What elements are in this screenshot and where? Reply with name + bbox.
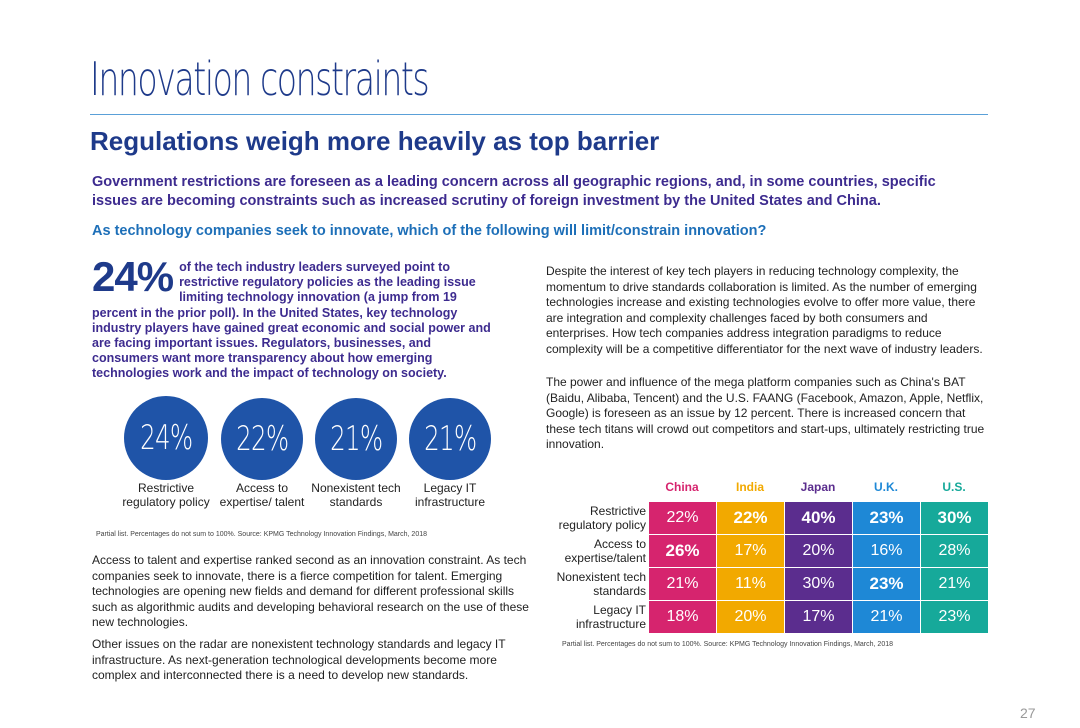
table-cell: 40% <box>785 502 853 535</box>
row-label: Nonexistent tech standards <box>556 570 646 598</box>
circle-tech-standards: 21% <box>315 398 397 480</box>
table-cell: 28% <box>921 535 989 568</box>
table-cell: 21% <box>853 601 921 634</box>
table-cell: 26% <box>649 535 717 568</box>
circle-label: Restrictive regulatory policy <box>122 481 210 509</box>
section-heading: Regulations weigh more heavily as top ba… <box>90 126 660 156</box>
body-paragraph: The power and influence of the mega plat… <box>546 375 985 452</box>
table-cell: 17% <box>717 535 785 568</box>
stat-circles: 24% Restrictive regulatory policy 22% Ac… <box>110 396 510 523</box>
table-cell: 30% <box>921 502 989 535</box>
body-paragraph: Access to talent and expertise ranked se… <box>92 553 529 630</box>
table-footnote: Partial list. Percentages do not sum to … <box>562 641 893 648</box>
table-cell: 23% <box>853 502 921 535</box>
table-cell: 20% <box>785 535 853 568</box>
row-label: Legacy IT infrastructure <box>575 603 646 631</box>
column-header: U.S. <box>942 480 966 494</box>
table-cell: 21% <box>921 568 989 601</box>
circle-label: Legacy IT infrastructure <box>414 481 486 509</box>
body-paragraph: Other issues on the radar are nonexisten… <box>92 637 506 683</box>
table-cell: 21% <box>649 568 717 601</box>
row-label: Restrictive regulatory policy <box>558 504 646 532</box>
circle-label: Access to expertise/ talent <box>219 481 305 509</box>
column-header: China <box>665 480 699 494</box>
body-paragraph: Despite the interest of key tech players… <box>546 264 983 356</box>
circle-restrictive-regulatory: 24% <box>124 396 208 480</box>
circle-access-talent: 22% <box>221 398 303 480</box>
circle-label: Nonexistent tech standards <box>311 481 401 509</box>
key-stat-value: 24% <box>92 253 174 300</box>
table-cell: 23% <box>853 568 921 601</box>
circle-legacy-it: 21% <box>409 398 491 480</box>
intro-text: Government restrictions are foreseen as … <box>92 174 936 209</box>
table-cell: 30% <box>785 568 853 601</box>
source-footnote: Partial list. Percentages do not sum to … <box>96 531 427 538</box>
key-stat: 24% of the tech industry leaders surveye… <box>92 253 492 382</box>
table-cell: 20% <box>717 601 785 634</box>
table-cell: 22% <box>717 502 785 535</box>
table-cell: 22% <box>649 502 717 535</box>
table-cell: 18% <box>649 601 717 634</box>
row-label: Access to expertise/talent <box>564 537 646 565</box>
table-cell: 17% <box>785 601 853 634</box>
table-cell: 11% <box>717 568 785 601</box>
page-number: 27 <box>1020 705 1036 721</box>
column-header: India <box>735 480 764 494</box>
column-header: U.K. <box>874 480 898 494</box>
page-title: Innovation constraints <box>90 52 430 106</box>
key-stat-text: of the tech industry leaders surveyed po… <box>92 260 491 381</box>
table-cell: 16% <box>853 535 921 568</box>
table-cell: 23% <box>921 601 989 634</box>
title-divider <box>90 114 988 115</box>
survey-question: As technology companies seek to innovate… <box>92 223 767 239</box>
column-header: Japan <box>800 480 836 494</box>
